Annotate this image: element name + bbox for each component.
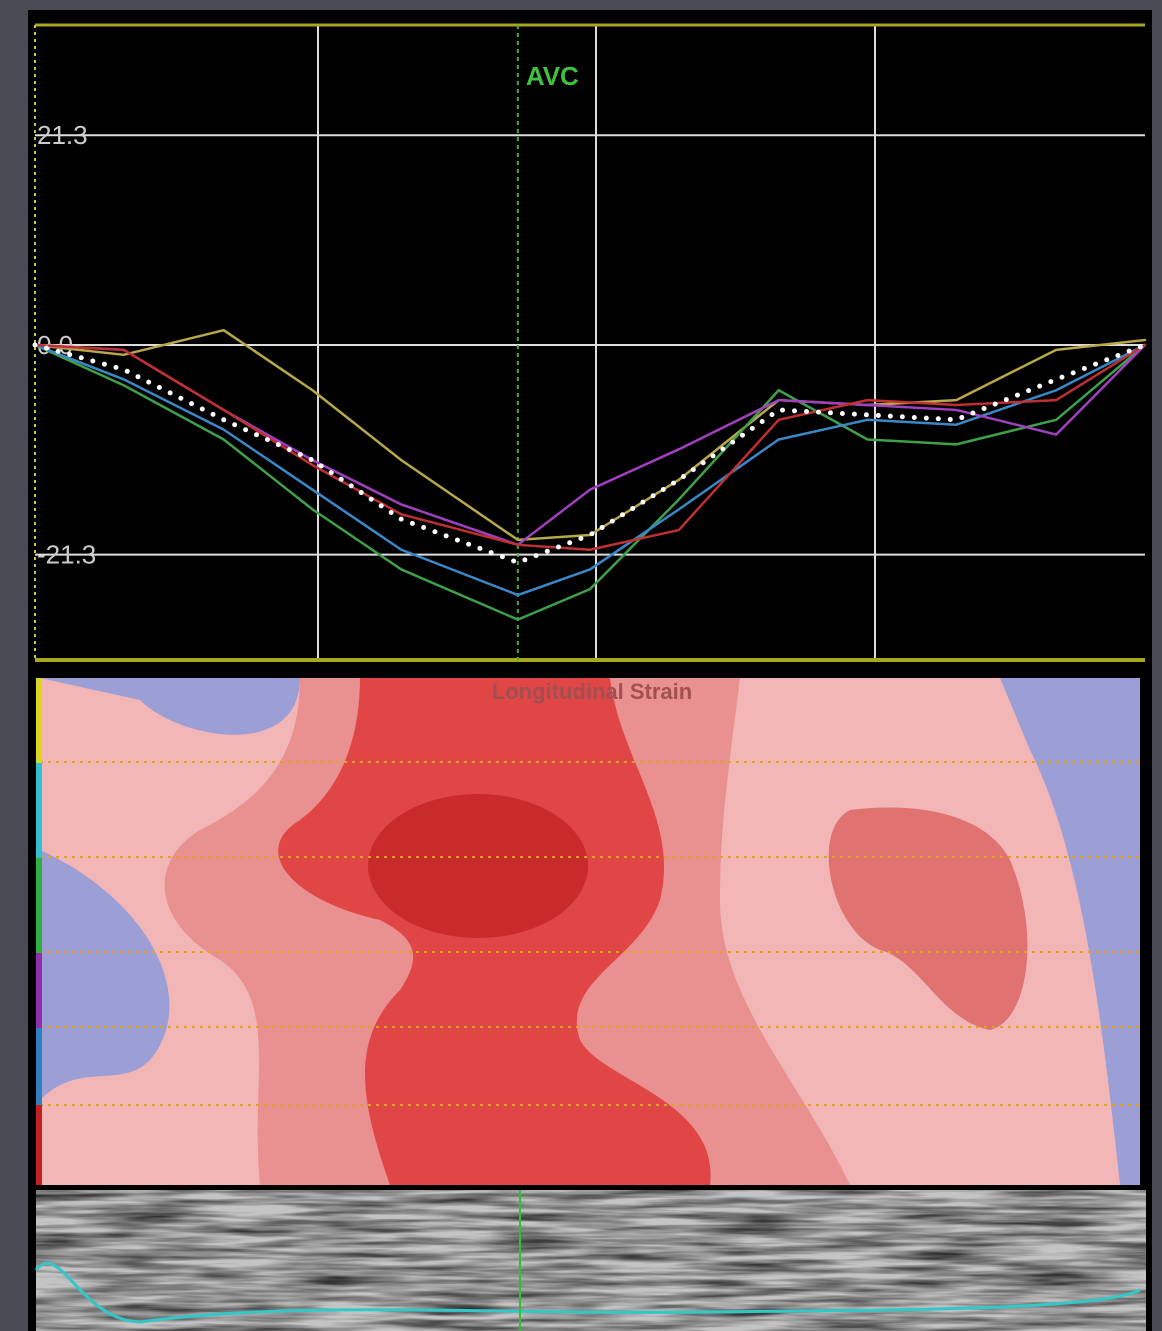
y-tick-label: -21.3: [37, 540, 96, 570]
m-mode-texture: [36, 1190, 1146, 1331]
segment-bar: [36, 763, 42, 858]
avc-label: AVC: [526, 61, 579, 91]
segment-bar: [36, 1028, 42, 1105]
segment-bar: [36, 953, 42, 1028]
y-tick-label: 21.3: [37, 120, 88, 150]
heatmap: [40, 678, 1140, 1185]
segment-bar: [36, 858, 42, 953]
heatmap-title: Longitudinal Strain: [492, 679, 692, 704]
strain-screen: Longitudinal Strain 21.30.0-21.3AVC: [0, 0, 1162, 1331]
segment-bar: [36, 1105, 42, 1185]
segment-bar: [36, 678, 42, 763]
